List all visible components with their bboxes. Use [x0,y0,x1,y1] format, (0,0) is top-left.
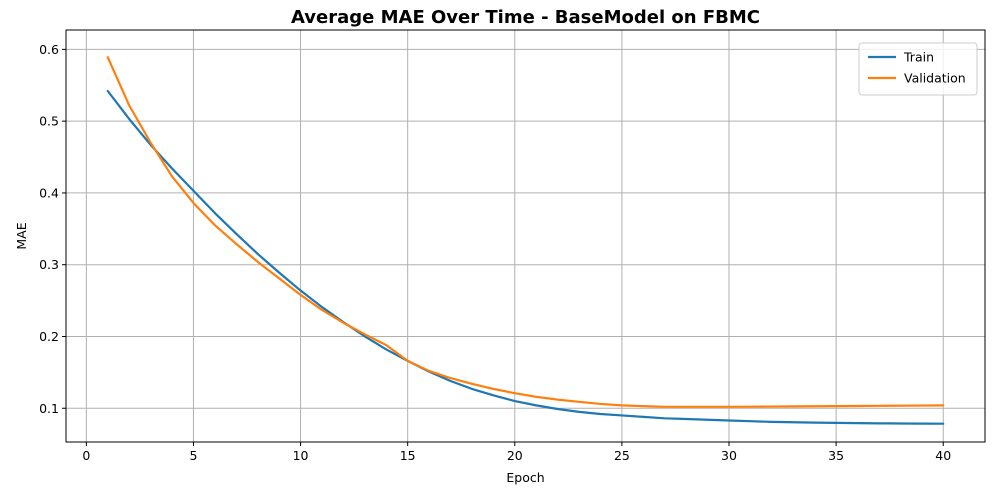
y-tick-label: 0.1 [39,401,59,416]
x-tick-label: 0 [82,448,90,463]
x-axis-ticks: 0 5 10 15 20 25 30 35 40 [82,442,951,463]
y-tick-label: 0.6 [39,42,59,57]
x-tick-label: 40 [935,448,951,463]
y-axis-label: MAE [14,222,29,249]
legend-label-validation: Validation [904,71,966,86]
series-lines [106,56,945,425]
y-axis-ticks: 0.1 0.2 0.3 0.4 0.5 0.6 [39,42,66,416]
series-line-train [106,89,945,425]
y-tick-label: 0.3 [39,257,59,272]
legend: Train Validation [858,42,978,96]
y-tick-label: 0.2 [39,329,59,344]
x-tick-label: 10 [293,448,309,463]
x-tick-label: 35 [828,448,844,463]
x-axis-label: Epoch [506,470,544,485]
series-line-validation [106,56,945,408]
y-tick-label: 0.4 [39,185,59,200]
x-tick-label: 15 [400,448,416,463]
y-tick-label: 0.5 [39,114,59,129]
chart-title: Average MAE Over Time - BaseModel on FBM… [291,7,760,28]
plot-frame [65,29,986,443]
x-tick-label: 30 [721,448,737,463]
x-tick-label: 5 [189,448,197,463]
grid [66,30,985,442]
legend-label-train: Train [903,50,934,65]
x-tick-label: 25 [614,448,630,463]
x-tick-label: 20 [507,448,523,463]
